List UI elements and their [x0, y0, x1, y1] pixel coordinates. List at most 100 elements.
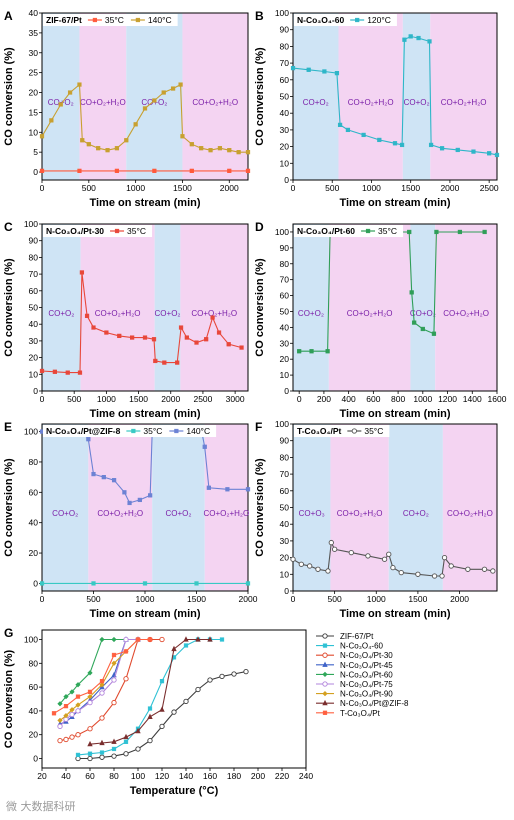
data-point: [133, 122, 138, 127]
series-0: [290, 539, 496, 579]
data-point: [439, 146, 445, 151]
x-ticks: 0 500 1000 1500 2000: [40, 591, 258, 604]
data-point: [184, 335, 189, 340]
data-point: [194, 340, 199, 345]
data-point: [111, 636, 117, 643]
legend-entry: 35°C: [378, 226, 397, 236]
series-8: [51, 637, 153, 716]
series-0: [75, 668, 249, 762]
data-point: [51, 711, 57, 716]
x-tick-label: 1000: [362, 183, 381, 193]
data-point: [58, 102, 63, 107]
data-point: [290, 65, 296, 71]
data-point: [204, 337, 209, 342]
region-2: [388, 424, 443, 591]
y-axis-label: CO conversion (%): [254, 258, 266, 357]
data-point: [111, 746, 117, 752]
legend-entry: 140°C: [148, 15, 172, 25]
legend: N-Co₃O₄/Pt-30 35°C: [43, 225, 153, 237]
data-point: [322, 69, 327, 74]
y-tick-label: 0: [284, 586, 289, 596]
legend-entry: T-Co₃O₄/Pt: [340, 709, 381, 718]
x-tick-label: 40: [61, 771, 71, 781]
data-point: [69, 711, 75, 718]
y-tick-label: 100: [275, 8, 289, 18]
x-axis-label: Time on stream (min): [89, 608, 200, 620]
y-tick-label: 70: [29, 269, 39, 279]
data-point: [84, 313, 90, 318]
data-point: [105, 148, 110, 153]
legend-bg: [294, 425, 390, 437]
region-1: [328, 224, 411, 391]
data-point: [57, 737, 63, 744]
data-point: [142, 335, 148, 340]
data-point: [122, 490, 127, 495]
legend-bg: [294, 14, 397, 26]
y-tick-label: 60: [29, 286, 39, 296]
data-point: [147, 637, 153, 642]
x-ticks: 0 200 400 600 800 1000 1200 1400 1600: [297, 391, 507, 404]
data-point: [63, 704, 69, 709]
series-0: [290, 34, 500, 158]
data-point: [87, 670, 93, 676]
data-point: [123, 739, 129, 744]
data-point: [297, 349, 302, 354]
data-point: [87, 699, 93, 706]
data-point: [147, 713, 153, 719]
x-tick-label: 80: [109, 771, 119, 781]
region-3: [204, 424, 248, 591]
data-point: [225, 487, 230, 492]
legend-marker: [114, 228, 120, 234]
y-axis-label: CO conversion (%): [254, 47, 266, 146]
legend-marker: [135, 17, 141, 23]
data-point: [162, 360, 167, 365]
y-ticks: 0 10 20 30 40 50 60 70 80 90 100: [275, 227, 293, 396]
data-point: [455, 147, 460, 153]
legend: ZIF-67/Pt 35°C 140°C: [43, 14, 178, 26]
region-label-1: CO+O₂+H₂O: [97, 509, 143, 518]
chart-panel-d: D 0 200 400 600 800 1000 1200 1400 1600 0 10 20 30 40 5…: [254, 220, 507, 420]
y-tick-label: 30: [280, 338, 290, 348]
axes-frame: [292, 223, 498, 392]
chart-panel-f: F 0 500 1000 1500 2000 0 10 20 30 40 50 60 70 80 90 100 T…: [254, 419, 498, 620]
region-label-3: CO+O₂+H₂O: [443, 309, 489, 318]
data-point: [159, 679, 165, 684]
data-point: [183, 643, 189, 648]
data-point: [194, 581, 199, 586]
data-point: [87, 751, 93, 756]
y-tick-label: 40: [29, 706, 39, 716]
data-point: [239, 345, 244, 350]
y-tick-label: 100: [24, 219, 38, 229]
axes-frame: [41, 12, 249, 181]
region-label-2: CO+O₂: [404, 98, 430, 107]
series-line: [292, 35, 498, 156]
data-point: [448, 563, 454, 569]
data-point: [415, 571, 421, 577]
y-ticks: 0 10 20 30 40 50 60 70 80 90 100: [24, 219, 42, 396]
x-tick-label: 1500: [401, 183, 420, 193]
legend-entry: 35°C: [143, 426, 162, 436]
data-point: [63, 693, 69, 700]
data-point: [331, 546, 338, 552]
legend-marker: [322, 699, 328, 706]
data-point: [86, 437, 91, 442]
y-tick-label: 20: [280, 142, 290, 152]
data-point: [386, 551, 392, 557]
x-tick-label: 500: [82, 183, 96, 193]
data-point: [245, 168, 251, 173]
legend-entry: 120°C: [367, 15, 391, 25]
legend-entry: 140°C: [186, 426, 210, 436]
legend-entry: 35°C: [127, 226, 146, 236]
data-point: [159, 706, 165, 712]
data-point: [63, 736, 69, 743]
data-point: [65, 370, 70, 375]
data-point: [148, 493, 153, 498]
data-point: [245, 487, 251, 492]
x-tick-label: 500: [325, 183, 339, 193]
data-point: [345, 127, 351, 133]
legend-marker: [322, 671, 328, 678]
data-point: [208, 148, 213, 153]
legend-entry: N-Co₃O₄/Pt-45: [340, 661, 393, 670]
x-tick-label: 160: [203, 771, 217, 781]
legend-entry: 35°C: [364, 426, 383, 436]
